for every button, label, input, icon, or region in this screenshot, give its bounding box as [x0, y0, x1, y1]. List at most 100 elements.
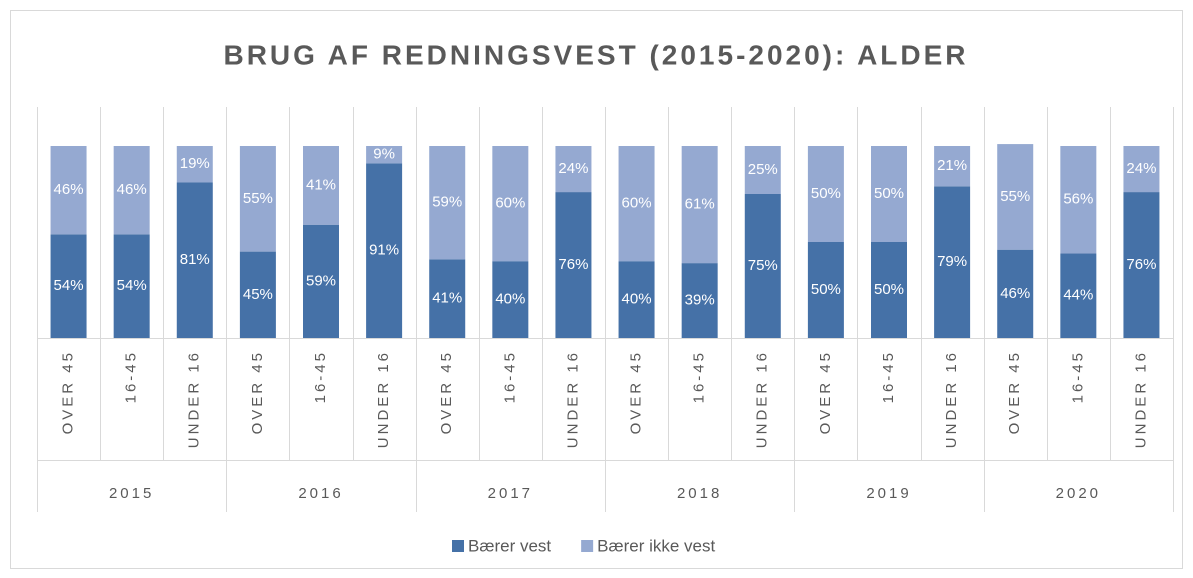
group-label: 2020 — [1056, 485, 1101, 502]
bar-segment — [239, 251, 276, 338]
x-tick-label: UNDER 16 — [186, 350, 203, 448]
data-label: 46% — [117, 181, 147, 198]
bar-segment — [492, 146, 529, 262]
data-label: 79% — [937, 253, 967, 270]
data-label: 24% — [1126, 160, 1156, 177]
data-label: 9% — [373, 146, 395, 163]
data-label: 50% — [811, 185, 841, 202]
x-tick-label: 16-45 — [691, 350, 708, 403]
data-label: 21% — [937, 157, 967, 174]
data-label: 45% — [243, 286, 273, 303]
data-label: 59% — [306, 272, 336, 289]
data-label: 81% — [180, 251, 210, 268]
x-tick-label: 16-45 — [1069, 350, 1086, 403]
x-tick-label: OVER 45 — [249, 350, 266, 434]
x-tick-label: UNDER 16 — [1132, 350, 1149, 448]
data-label: 54% — [54, 277, 84, 294]
data-label: 40% — [495, 291, 525, 308]
bar-segment — [366, 146, 403, 164]
data-label: 60% — [622, 195, 652, 212]
x-tick-label: UNDER 16 — [754, 350, 771, 448]
data-label: 50% — [874, 281, 904, 298]
data-label: 24% — [558, 160, 588, 177]
bar-segment — [1060, 253, 1097, 338]
data-label: 19% — [180, 155, 210, 172]
bar-segment — [50, 146, 87, 235]
x-tick-label: OVER 45 — [1006, 350, 1023, 434]
data-label: 55% — [1000, 188, 1030, 205]
bar-segment — [303, 224, 339, 338]
bar-segment — [871, 146, 907, 242]
group-label: 2016 — [298, 485, 343, 502]
bar-segment — [239, 146, 276, 252]
data-label: 50% — [874, 185, 904, 202]
bar-segment — [807, 146, 844, 242]
group-label: 2017 — [488, 485, 533, 502]
bar-segment — [429, 146, 466, 260]
bar-segment — [555, 146, 592, 193]
x-tick-label: UNDER 16 — [943, 350, 960, 448]
data-label: 44% — [1063, 287, 1093, 304]
bar-segment — [871, 242, 907, 338]
legend-swatch — [452, 540, 464, 552]
data-label: 41% — [432, 290, 462, 307]
data-label: 76% — [1126, 256, 1156, 273]
bar-segment — [429, 259, 466, 338]
legend-swatch — [581, 540, 594, 552]
bar-segment — [176, 182, 213, 338]
x-tick-label: UNDER 16 — [375, 350, 392, 448]
bar-segment — [744, 194, 781, 338]
data-label: 55% — [243, 190, 273, 207]
x-tick-label: 16-45 — [123, 350, 140, 403]
data-label: 61% — [685, 196, 715, 213]
bar-segment — [113, 234, 150, 338]
data-label: 41% — [306, 176, 336, 193]
x-tick-label: UNDER 16 — [564, 350, 581, 448]
x-tick-label: OVER 45 — [817, 350, 834, 434]
bar-segment — [681, 146, 718, 264]
bar-segment — [176, 146, 213, 183]
legend-label: Bærer ikke vest — [597, 536, 715, 555]
bar-segment — [744, 146, 781, 194]
data-label: 75% — [748, 257, 778, 274]
bar-segment — [681, 263, 718, 338]
x-tick-label: OVER 45 — [60, 350, 77, 434]
data-label: 91% — [369, 242, 399, 259]
x-tick-label: OVER 45 — [438, 350, 455, 434]
bar-segment — [997, 144, 1034, 250]
group-label: 2015 — [109, 485, 154, 502]
group-label: 2018 — [677, 485, 722, 502]
data-label: 76% — [558, 256, 588, 273]
bar-segment — [366, 163, 403, 338]
bar-segment — [1123, 146, 1160, 193]
bar-segment — [618, 261, 655, 338]
x-tick-label: OVER 45 — [628, 350, 645, 434]
bar-segment — [807, 242, 844, 338]
data-label: 59% — [432, 194, 462, 211]
data-label: 46% — [54, 181, 84, 198]
bar-segment — [555, 192, 592, 338]
data-label: 60% — [495, 195, 525, 212]
bar-segment — [1123, 192, 1160, 338]
chart-title: BRUG AF REDNINGSVEST (2015-2020): ALDER — [223, 39, 968, 70]
group-label: 2019 — [866, 485, 911, 502]
bar-segment — [492, 261, 529, 338]
x-tick-label: 16-45 — [501, 350, 518, 403]
data-label: 56% — [1063, 191, 1093, 208]
bar-segment — [934, 186, 971, 338]
bar-segment — [934, 146, 971, 187]
data-label: 50% — [811, 281, 841, 298]
data-label: 25% — [748, 161, 778, 178]
x-tick-label: 16-45 — [312, 350, 329, 403]
bar-segment — [997, 249, 1034, 338]
bar-segment — [303, 146, 339, 225]
x-tick-label: 16-45 — [880, 350, 897, 403]
bar-segment — [618, 146, 655, 262]
bar-segment — [1060, 146, 1097, 254]
data-label: 46% — [1000, 285, 1030, 302]
bar-segment — [50, 234, 87, 338]
data-label: 54% — [117, 277, 147, 294]
legend-label: Bærer vest — [468, 536, 551, 555]
data-label: 40% — [622, 291, 652, 308]
